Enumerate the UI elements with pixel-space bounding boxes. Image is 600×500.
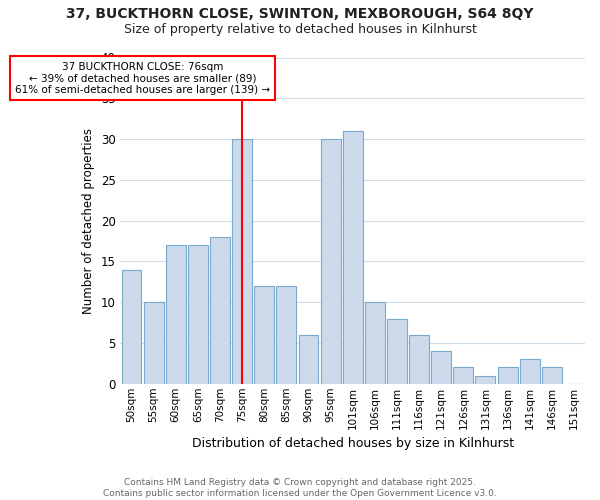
Bar: [210, 237, 230, 384]
Bar: [143, 302, 164, 384]
Bar: [254, 286, 274, 384]
Bar: [365, 302, 385, 384]
Bar: [122, 270, 142, 384]
Bar: [320, 139, 341, 384]
Text: Size of property relative to detached houses in Kilnhurst: Size of property relative to detached ho…: [124, 22, 476, 36]
Bar: [387, 318, 407, 384]
Bar: [232, 139, 252, 384]
Text: Contains HM Land Registry data © Crown copyright and database right 2025.
Contai: Contains HM Land Registry data © Crown c…: [103, 478, 497, 498]
Bar: [409, 335, 429, 384]
Bar: [166, 245, 185, 384]
Bar: [299, 335, 319, 384]
Text: 37 BUCKTHORN CLOSE: 76sqm
← 39% of detached houses are smaller (89)
61% of semi-: 37 BUCKTHORN CLOSE: 76sqm ← 39% of detac…: [15, 62, 270, 95]
Bar: [188, 245, 208, 384]
Bar: [497, 368, 518, 384]
X-axis label: Distribution of detached houses by size in Kilnhurst: Distribution of detached houses by size …: [191, 437, 514, 450]
Text: 37, BUCKTHORN CLOSE, SWINTON, MEXBOROUGH, S64 8QY: 37, BUCKTHORN CLOSE, SWINTON, MEXBOROUGH…: [66, 8, 534, 22]
Bar: [475, 376, 496, 384]
Bar: [343, 131, 362, 384]
Bar: [454, 368, 473, 384]
Bar: [277, 286, 296, 384]
Bar: [520, 360, 539, 384]
Bar: [542, 368, 562, 384]
Bar: [431, 351, 451, 384]
Y-axis label: Number of detached properties: Number of detached properties: [82, 128, 95, 314]
